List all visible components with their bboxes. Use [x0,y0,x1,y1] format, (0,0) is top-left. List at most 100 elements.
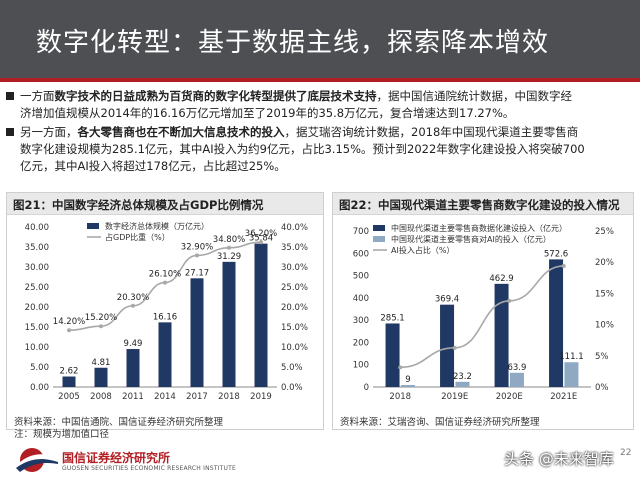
legend-swatch [87,223,99,229]
bullet-line: 另一方面，各大零售商也在不断加大信息技术的投入，据艾瑞咨询统计数据，2018年中… [20,124,636,141]
org-name: 国信证券经济研究所 [62,451,171,465]
data-label: 63.9 [507,363,526,373]
line-point [259,240,263,245]
line-data-label: 36.20% [245,229,277,239]
data-label: 369.4 [435,295,459,305]
y-tick-label-left: 200 [353,338,369,348]
y-tick-label-left: 700 [353,227,369,237]
bar [222,261,236,387]
x-tick-label: 2018 [389,392,411,402]
line-point [398,365,403,370]
source-note: 资料来源：艾瑞咨询、国信证券经济研究所整理 [340,417,540,428]
y-tick-label-left: 100 [353,361,369,371]
y-tick-label-left: 0.00 [30,383,49,393]
x-tick-label: 2011 [122,392,144,402]
y-tick-label-right: 30.0% [281,263,308,273]
digital-economy-chart: 0.00 5.00 10.00 15.00 20.00 25.00 30.00 35.00 40… [25,221,308,402]
bullet-text: 另一方面， [20,125,78,139]
bullet-text: 济增加值规模从2014年的16.16万亿元增加至了2019年的35.8万亿元，复… [20,106,515,120]
y-tick-label-right: 40.0% [281,223,308,233]
bar [254,243,268,387]
y-tick-label-left: 35.00 [25,243,49,253]
line-point [195,253,199,258]
line-data-label: 20.30% [117,293,149,303]
y-tick-label-left: 40.00 [25,223,49,233]
legend-swatch [373,236,385,242]
bar [190,278,204,387]
x-tick-label: 2019E [441,392,468,402]
data-label: 31.29 [217,252,241,262]
bar [494,283,509,387]
watermark: 头条 @未来智库 [504,450,614,468]
y-tick-label-left: 300 [353,316,369,326]
page-number: 22 [620,448,632,458]
y-tick-label-right: 25.0% [281,283,308,293]
data-label: 4.81 [92,358,111,368]
line-data-label: 32.90% [181,242,213,252]
bullet-emphasis: 各大零售商也在不断加大信息技术的投入 [77,125,285,139]
source-note: 资料来源：中国信通院、国信证券经济研究所整理 [14,417,224,428]
slide-header: 数字化转型：基于数据主线，探索降本增效 [0,0,640,78]
y-tick-label-right: 10.0% [281,343,308,353]
bullet-line: 亿元，其中AI投入将超过178亿元，占比超过25%。 [20,158,636,175]
line-point [452,345,457,350]
bar [509,372,524,387]
y-tick-label-right: 15.0% [281,323,308,333]
data-label: 27.17 [185,268,209,278]
y-tick-label-left: 5.00 [30,363,49,373]
line-point [561,263,566,268]
bar [400,384,415,387]
line-point [99,324,103,329]
y-tick-label-left: 15.00 [25,323,49,333]
legend-label: 中国现代渠道主要零售商对AI的投入（亿元） [391,234,551,244]
y-tick-label-right: 15% [595,289,614,299]
legend-label: 数字经济总体规模（万亿元） [105,221,209,231]
panel-title-bar: 图21：中国数字经济总体规模及占GDP比例情况 [7,193,323,215]
bullet-line: 一方面数字技术的日益成熟为百货商的数字化转型提供了底层技术支持，据中国信通院统计… [20,88,636,105]
bullet-text: 亿元，其中AI投入将超过178亿元，占比超过25%。 [20,159,286,173]
y-tick-label-right: 5.0% [281,363,303,373]
chart-title: 图22：中国现代渠道主要零售商数字化建设的投入情况 [339,198,620,212]
bullet-list: 一方面数字技术的日益成熟为百货商的数字化转型提供了底层技术支持，据中国信通院统计… [6,88,636,177]
bar [62,376,76,387]
bullet-item: 另一方面，各大零售商也在不断加大信息技术的投入，据艾瑞咨询统计数据，2018年中… [6,124,636,175]
slide-title: 数字化转型：基于数据主线，探索降本增效 [36,28,550,58]
bullet-line: 数字化建设规模为285.1亿元，其中AI投入为约9亿元，占比3.15%。预计到2… [20,141,636,158]
y-tick-label-right: 10% [595,321,614,331]
bullet-text: 数字化建设规模为285.1亿元，其中AI投入为约9亿元，占比3.15%。预计到2… [20,142,585,156]
data-label: 9 [405,375,410,385]
data-label: 2.62 [60,367,79,377]
y-tick-label-left: 0 [364,383,369,393]
y-tick-label-left: 10.00 [25,343,49,353]
data-label: 572.6 [544,249,568,259]
bullet-line: 济增加值规模从2014年的16.16万亿元增加至了2019年的35.8万亿元，复… [20,105,636,122]
bar [455,381,470,387]
y-tick-label-left: 600 [353,249,369,259]
data-label: 462.9 [489,274,513,284]
bar [126,349,140,387]
x-tick-label: 2019 [250,392,272,402]
line-data-label: 14.20% [53,317,85,327]
bullet-text: ，据中国信通院统计数据，中国数字经 [376,89,573,103]
y-tick-label-right: 0% [595,383,609,393]
source-footnote: 注：规模为增加值口径 [14,429,110,440]
line-point [227,245,231,250]
line-point [67,328,71,333]
y-tick-label-left: 30.00 [25,263,49,273]
retail-investment-chart: 0 100 200 300 400 500 600 700 0% 5% 10% 15% 20% 25% 20… [353,223,614,402]
line-point [507,298,512,303]
chart-panel-digital-economy: 图21：中国数字经济总体规模及占GDP比例情况 0.00 5.00 10.00 15.… [6,192,324,430]
chart-title: 图21：中国数字经济总体规模及占GDP比例情况 [13,198,264,212]
legend-swatch [373,225,385,231]
y-tick-label-right: 0.0% [281,383,303,393]
bar [564,362,579,387]
bar [440,304,455,387]
bullet-text: ，据艾瑞咨询统计数据，2018年中国现代渠道主要零售商 [284,125,579,139]
bar [385,323,400,387]
y-tick-label-right: 35.0% [281,243,308,253]
bar [549,259,564,387]
bullet-item: 一方面数字技术的日益成熟为百货商的数字化转型提供了底层技术支持，据中国信通院统计… [6,88,636,122]
org-name-english: GUOSEN SECURITIES ECONOMIC RESEARCH INST… [62,465,236,472]
bar [158,322,172,387]
x-tick-label: 2020E [496,392,523,402]
